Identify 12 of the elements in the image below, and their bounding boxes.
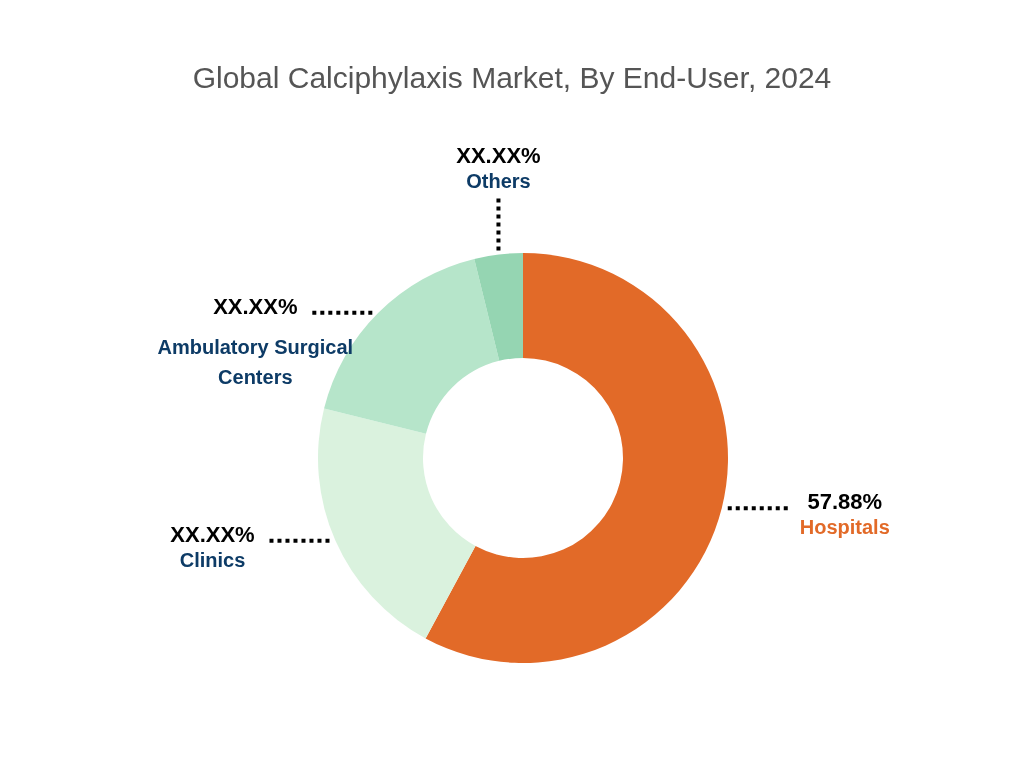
donut-slice bbox=[474, 253, 523, 361]
slice-label: Ambulatory Surgical Centers bbox=[157, 335, 354, 388]
slice-label: Clinics bbox=[179, 548, 246, 571]
data-label: XX.XX% bbox=[213, 293, 298, 319]
data-label: XX.XX% bbox=[170, 521, 255, 547]
donut-slice bbox=[425, 253, 728, 663]
data-label: 57.88% bbox=[807, 489, 883, 515]
donut-slice bbox=[318, 408, 476, 639]
data-label: XX.XX% bbox=[456, 143, 541, 169]
slice-label: Others bbox=[466, 170, 531, 193]
chart-title: Global Calciphylaxis Market, By End-User, 2024 bbox=[192, 61, 832, 94]
slice-label: Hospitals bbox=[799, 516, 890, 539]
